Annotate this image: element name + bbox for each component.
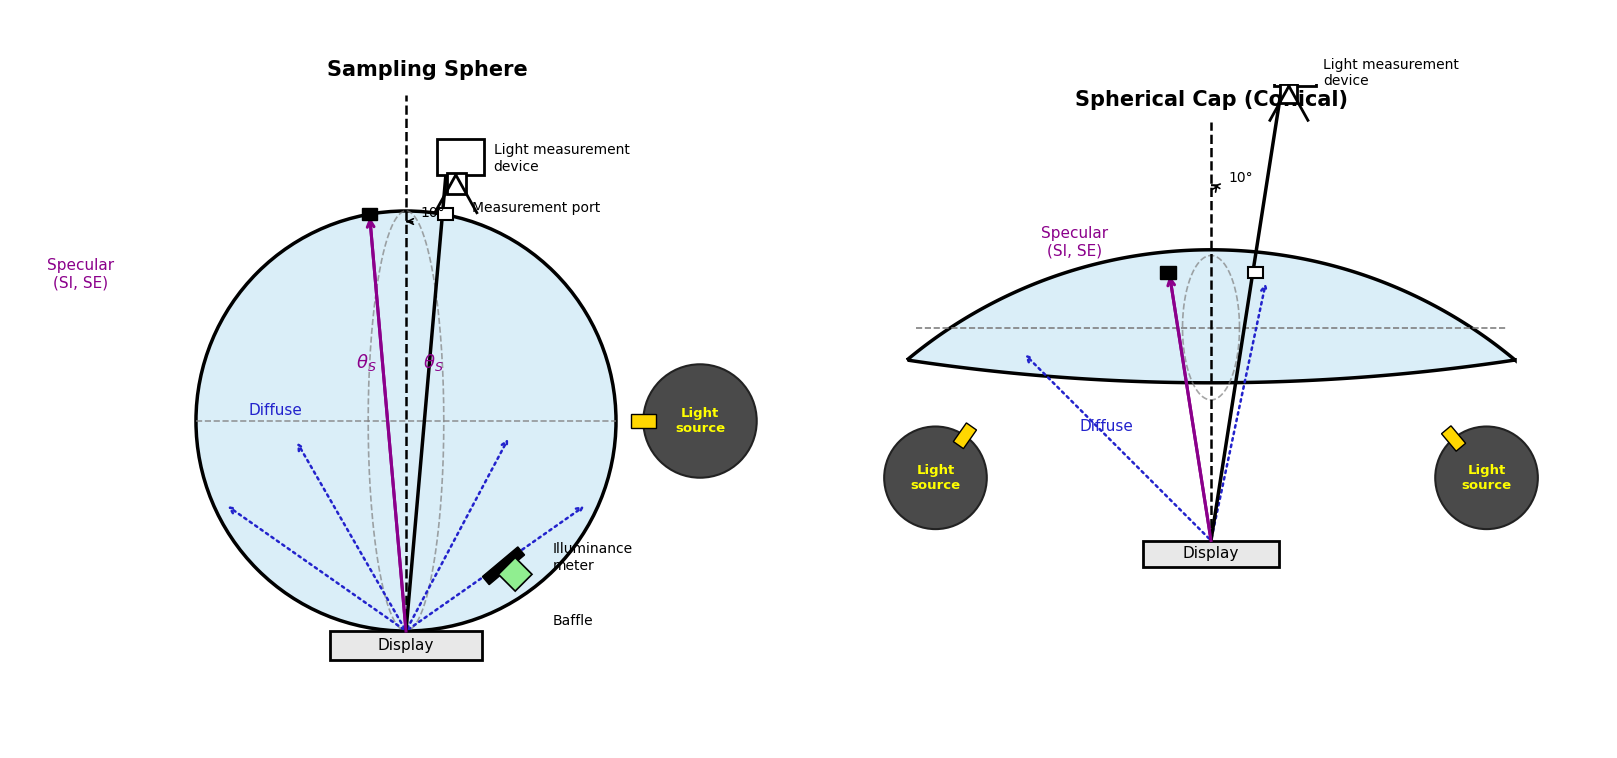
Text: Sampling Sphere: Sampling Sphere xyxy=(327,60,527,80)
Text: Illuminance
meter: Illuminance meter xyxy=(553,543,634,572)
Circle shape xyxy=(884,427,986,529)
Circle shape xyxy=(196,211,616,631)
Text: Specular
(SI, SE): Specular (SI, SE) xyxy=(1041,226,1108,258)
Text: Light
source: Light source xyxy=(910,464,960,492)
Circle shape xyxy=(1436,427,1538,529)
Text: Light
source: Light source xyxy=(674,407,724,435)
Text: Specular
(SI, SE): Specular (SI, SE) xyxy=(47,258,115,290)
Text: Spherical Cap (Conical): Spherical Cap (Conical) xyxy=(1075,90,1347,110)
Bar xyxy=(438,208,453,220)
Text: 10°: 10° xyxy=(1229,171,1253,185)
Bar xyxy=(448,173,466,194)
Text: Display: Display xyxy=(1182,547,1239,562)
Bar xyxy=(330,631,482,660)
Polygon shape xyxy=(498,558,532,591)
Text: Baffle: Baffle xyxy=(553,613,593,628)
Polygon shape xyxy=(482,547,524,584)
Text: Light
source: Light source xyxy=(1462,464,1512,492)
Text: Diffuse: Diffuse xyxy=(1080,419,1134,434)
Bar xyxy=(1159,266,1176,279)
Text: $\theta_S$: $\theta_S$ xyxy=(356,352,377,373)
Bar xyxy=(1274,54,1316,86)
Bar xyxy=(1281,84,1297,103)
Text: Light measurement
device: Light measurement device xyxy=(1323,58,1459,88)
Text: 10°: 10° xyxy=(420,206,445,220)
Polygon shape xyxy=(954,423,977,449)
Text: Diffuse: Diffuse xyxy=(249,403,302,418)
Polygon shape xyxy=(631,414,657,428)
Polygon shape xyxy=(907,250,1515,383)
Circle shape xyxy=(644,365,757,478)
Bar xyxy=(362,208,377,221)
Text: Light measurement
device: Light measurement device xyxy=(493,143,629,174)
Bar xyxy=(437,139,483,175)
Bar xyxy=(1143,540,1279,567)
Bar xyxy=(1248,268,1263,278)
Polygon shape xyxy=(1441,426,1465,451)
Text: Measurement port: Measurement port xyxy=(472,201,600,215)
Text: $\theta_S$: $\theta_S$ xyxy=(424,352,443,373)
Text: Display: Display xyxy=(378,638,435,653)
